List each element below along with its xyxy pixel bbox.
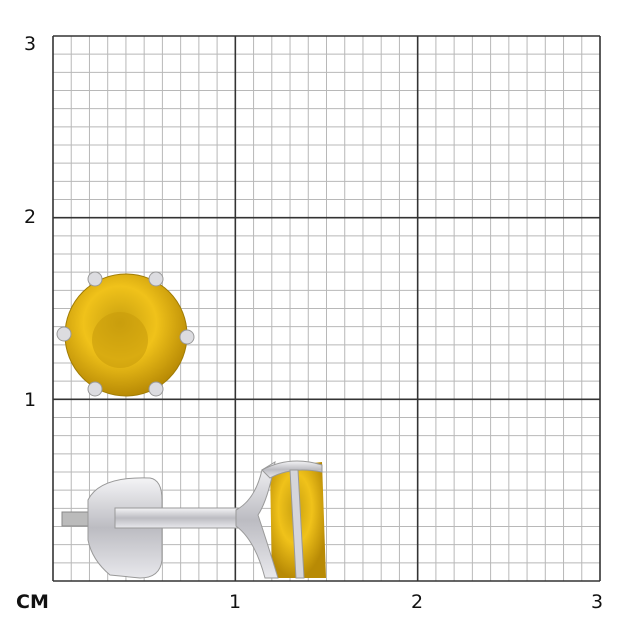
major-grid-lines: [52, 35, 601, 582]
x-tick-label: 1: [229, 591, 242, 613]
x-tick-label: 3: [591, 591, 604, 613]
earring-side-view: [61, 460, 326, 579]
x-tick-label: 2: [411, 591, 424, 613]
earring-top-view: [56, 271, 195, 397]
unit-label: CM: [16, 591, 49, 613]
y-tick-label: 2: [24, 206, 37, 228]
y-tick-label: 3: [24, 33, 37, 55]
y-tick-label: 1: [24, 389, 37, 411]
